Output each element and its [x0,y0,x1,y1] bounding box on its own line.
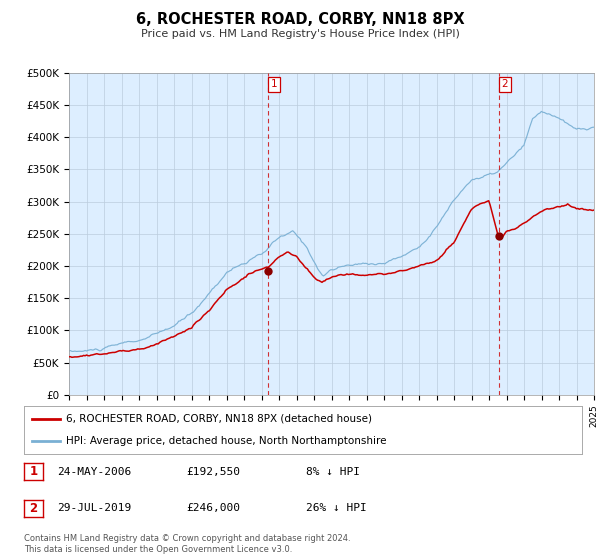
Text: Price paid vs. HM Land Registry's House Price Index (HPI): Price paid vs. HM Land Registry's House … [140,29,460,39]
Text: 6, ROCHESTER ROAD, CORBY, NN18 8PX (detached house): 6, ROCHESTER ROAD, CORBY, NN18 8PX (deta… [66,414,372,424]
Text: 1: 1 [29,465,38,478]
Text: 29-JUL-2019: 29-JUL-2019 [57,503,131,514]
Text: Contains HM Land Registry data © Crown copyright and database right 2024.: Contains HM Land Registry data © Crown c… [24,534,350,543]
Text: 24-MAY-2006: 24-MAY-2006 [57,466,131,477]
Text: 2: 2 [29,502,38,515]
Text: 1: 1 [271,80,278,89]
Text: 8% ↓ HPI: 8% ↓ HPI [306,466,360,477]
Text: 2: 2 [502,80,508,89]
Text: 26% ↓ HPI: 26% ↓ HPI [306,503,367,514]
Text: HPI: Average price, detached house, North Northamptonshire: HPI: Average price, detached house, Nort… [66,436,386,446]
Text: £192,550: £192,550 [186,466,240,477]
Text: 6, ROCHESTER ROAD, CORBY, NN18 8PX: 6, ROCHESTER ROAD, CORBY, NN18 8PX [136,12,464,27]
Text: £246,000: £246,000 [186,503,240,514]
Text: This data is licensed under the Open Government Licence v3.0.: This data is licensed under the Open Gov… [24,545,292,554]
